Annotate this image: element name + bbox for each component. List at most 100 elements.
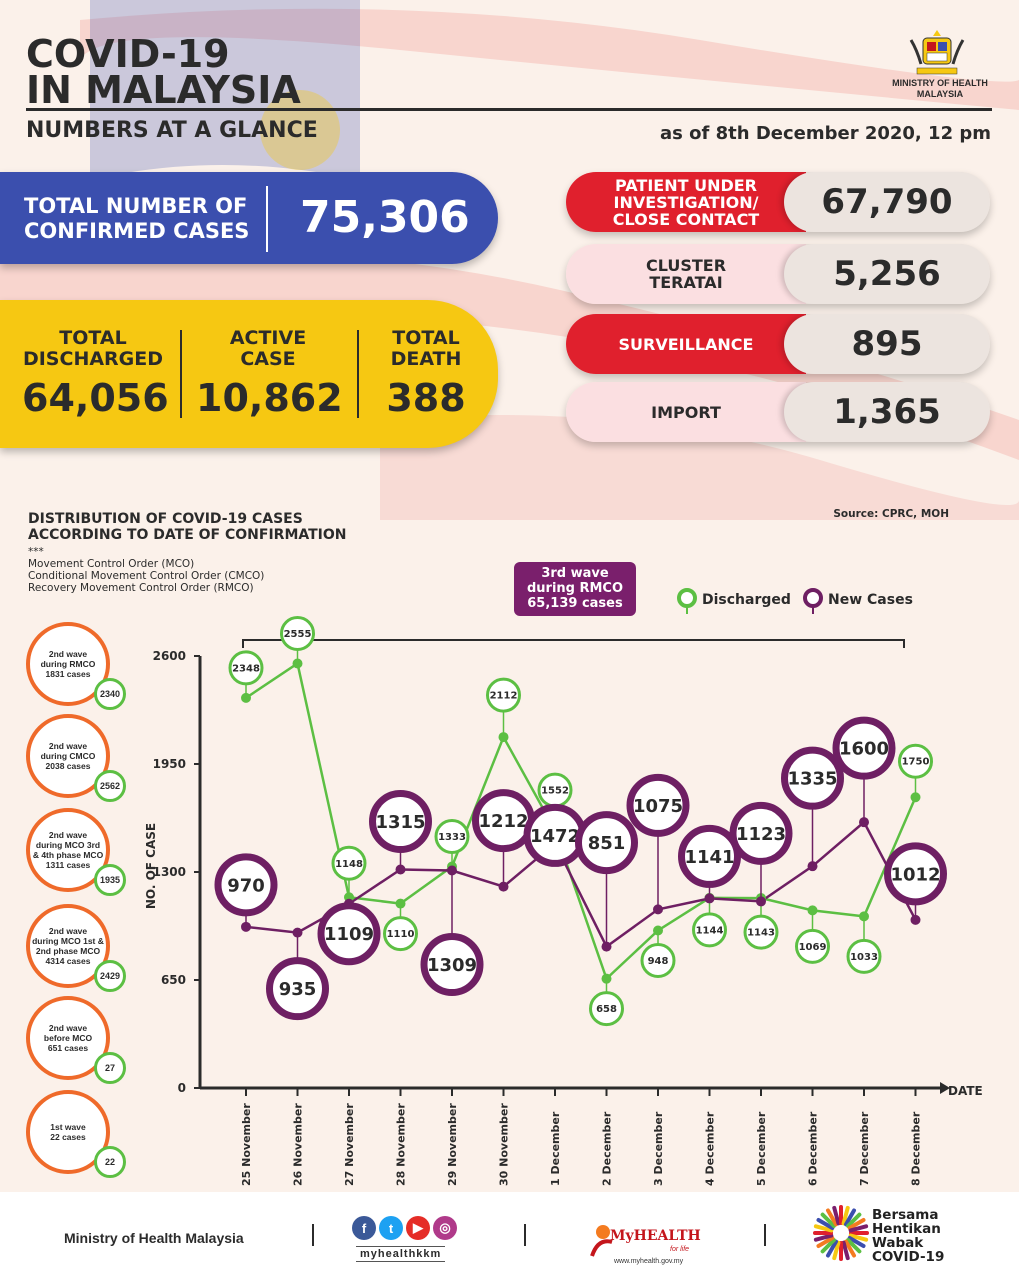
y-tick-label: 650 xyxy=(161,973,186,987)
category-value: 5,256 xyxy=(784,244,990,304)
wave-text-line: during MCO 1st & xyxy=(32,936,104,946)
legend-new-cases: New Cases xyxy=(828,592,913,608)
total-discharged: TOTAL DISCHARGED 64,056 xyxy=(22,328,169,421)
instagram-icon[interactable]: ◎ xyxy=(433,1216,457,1240)
data-label: 1012 xyxy=(890,864,940,885)
divider xyxy=(357,330,359,418)
data-label: 1109 xyxy=(324,924,374,945)
divider xyxy=(764,1224,766,1246)
total-death-label-1: TOTAL xyxy=(392,327,460,349)
x-tick-label: 4 December xyxy=(704,1111,717,1186)
category-cluster-teratai: CLUSTER TERATAI 5,256 xyxy=(566,244,990,304)
wave-text-line: 22 cases xyxy=(50,1132,86,1142)
burst-ray xyxy=(813,1233,834,1242)
myhealth-name: MyHEALTH xyxy=(610,1228,701,1244)
data-label: 1123 xyxy=(736,824,786,845)
data-label: 2348 xyxy=(232,663,260,674)
data-label-bubble xyxy=(369,790,432,854)
burst-ray xyxy=(848,1224,869,1233)
category-import: IMPORT 1,365 xyxy=(566,382,990,442)
burst-ray xyxy=(813,1224,834,1233)
data-label-bubble xyxy=(846,938,882,974)
wave-text-line: 1831 cases xyxy=(45,669,91,679)
category-label-line: CLOSE CONTACT xyxy=(612,209,760,229)
slogan-line: COVID-19 xyxy=(872,1249,945,1265)
data-label: 2112 xyxy=(490,691,518,702)
category-label-line: TERATAI xyxy=(649,273,723,292)
page-title: COVID-19 IN MALAYSIA xyxy=(26,35,301,112)
burst-ray xyxy=(816,1218,835,1230)
data-label: 1472 xyxy=(530,826,580,847)
total-confirmed-label: TOTAL NUMBER OF CONFIRMED CASES xyxy=(24,194,249,244)
page-subtitle: NUMBERS AT A GLANCE xyxy=(26,118,318,143)
wave-circle-text: 2nd wave during CMCO 2038 cases xyxy=(41,741,96,771)
data-label: 1552 xyxy=(541,786,569,797)
data-label-bubble xyxy=(434,819,470,855)
data-label: 948 xyxy=(648,956,669,967)
myhealth-url[interactable]: www.myhealth.gov.my xyxy=(614,1258,684,1265)
title-divider xyxy=(26,108,992,111)
wave-badge: 27 xyxy=(94,1052,126,1084)
section-title-line-1: DISTRIBUTION OF COVID-19 CASES xyxy=(28,511,303,527)
data-label-bubble xyxy=(214,853,278,917)
data-label: 1333 xyxy=(438,832,466,843)
burst-ray xyxy=(820,1212,836,1228)
data-label-bubble xyxy=(317,902,381,966)
data-label-bubble xyxy=(626,773,690,837)
total-death-value: 388 xyxy=(386,376,466,420)
burst-ray xyxy=(816,1236,835,1248)
data-label: 1075 xyxy=(633,796,683,817)
data-label: 1600 xyxy=(839,739,889,760)
wave-text-line: 1311 cases xyxy=(45,860,91,870)
data-label: 1143 xyxy=(747,928,775,939)
category-label-line: PATIENT UNDER xyxy=(615,175,757,195)
wave-badge: 2429 xyxy=(94,960,126,992)
wave-text-line: before MCO xyxy=(43,1033,93,1043)
wave-badge: 22 xyxy=(94,1146,126,1178)
data-label-bubble xyxy=(589,991,624,1027)
new-cases-legend-icon xyxy=(803,588,823,614)
category-label: CLUSTER TERATAI xyxy=(566,244,806,304)
data-label: 1033 xyxy=(850,952,878,963)
data-label: 1141 xyxy=(684,847,734,868)
wave-text-line: 4314 cases xyxy=(45,956,91,966)
burst-ray xyxy=(826,1239,838,1258)
twitter-icon[interactable]: t xyxy=(379,1216,403,1240)
myhealth-tagline: for life xyxy=(670,1246,690,1253)
burst-ray xyxy=(844,1208,856,1227)
wave-text-line: during CMCO xyxy=(40,751,96,761)
category-label: SURVEILLANCE xyxy=(566,314,806,374)
data-label: 1315 xyxy=(375,812,425,833)
wave-circle-text: 1st wave 22 cases xyxy=(50,1122,85,1142)
wave-text-line: 2nd wave xyxy=(48,741,88,751)
social-handle[interactable]: myhealthkkm xyxy=(356,1246,446,1262)
burst-ray xyxy=(844,1239,856,1258)
total-death: TOTAL DEATH 388 xyxy=(376,327,476,421)
x-tick-label: 3 December xyxy=(652,1111,665,1186)
facebook-icon[interactable]: f xyxy=(352,1216,376,1240)
title-line-2: IN MALAYSIA xyxy=(26,68,301,112)
data-label-bubble xyxy=(743,914,779,950)
category-value: 67,790 xyxy=(784,172,990,232)
wave-text-line: & 4th phase MCO xyxy=(32,850,104,860)
category-pui-close-contact: PATIENT UNDER INVESTIGATION/ CLOSE CONTA… xyxy=(566,172,990,232)
wave-circle: 2nd wave during MCO 3rd & 4th phase MCO 131… xyxy=(26,808,110,892)
divider xyxy=(180,330,182,418)
data-label: 970 xyxy=(227,875,265,896)
data-label-bubble xyxy=(729,801,793,865)
x-tick-label: 5 December xyxy=(755,1111,768,1186)
x-axis-arrow xyxy=(940,1082,950,1094)
burst-ray xyxy=(847,1236,866,1248)
source-note: Source: CPRC, MOH xyxy=(833,508,949,520)
youtube-icon[interactable]: ▶ xyxy=(406,1216,430,1240)
data-label: 1750 xyxy=(902,757,930,768)
y-tick-label: 1950 xyxy=(153,757,186,771)
wave-text-line: 2nd wave xyxy=(48,1023,88,1033)
footer: Ministry of Health Malaysia f t ▶ ◎ myhe… xyxy=(0,1192,1019,1280)
discharged-legend-icon xyxy=(677,588,697,614)
divider xyxy=(312,1224,314,1246)
burst-ray xyxy=(846,1212,862,1228)
chart-section-title: DISTRIBUTION OF COVID-19 CASES ACCORDING… xyxy=(28,511,347,543)
wave-text-line: 2nd wave xyxy=(48,926,88,936)
wave-circle-text: 2nd wave during MCO 1st & 2nd phase MCO 431… xyxy=(32,926,104,966)
